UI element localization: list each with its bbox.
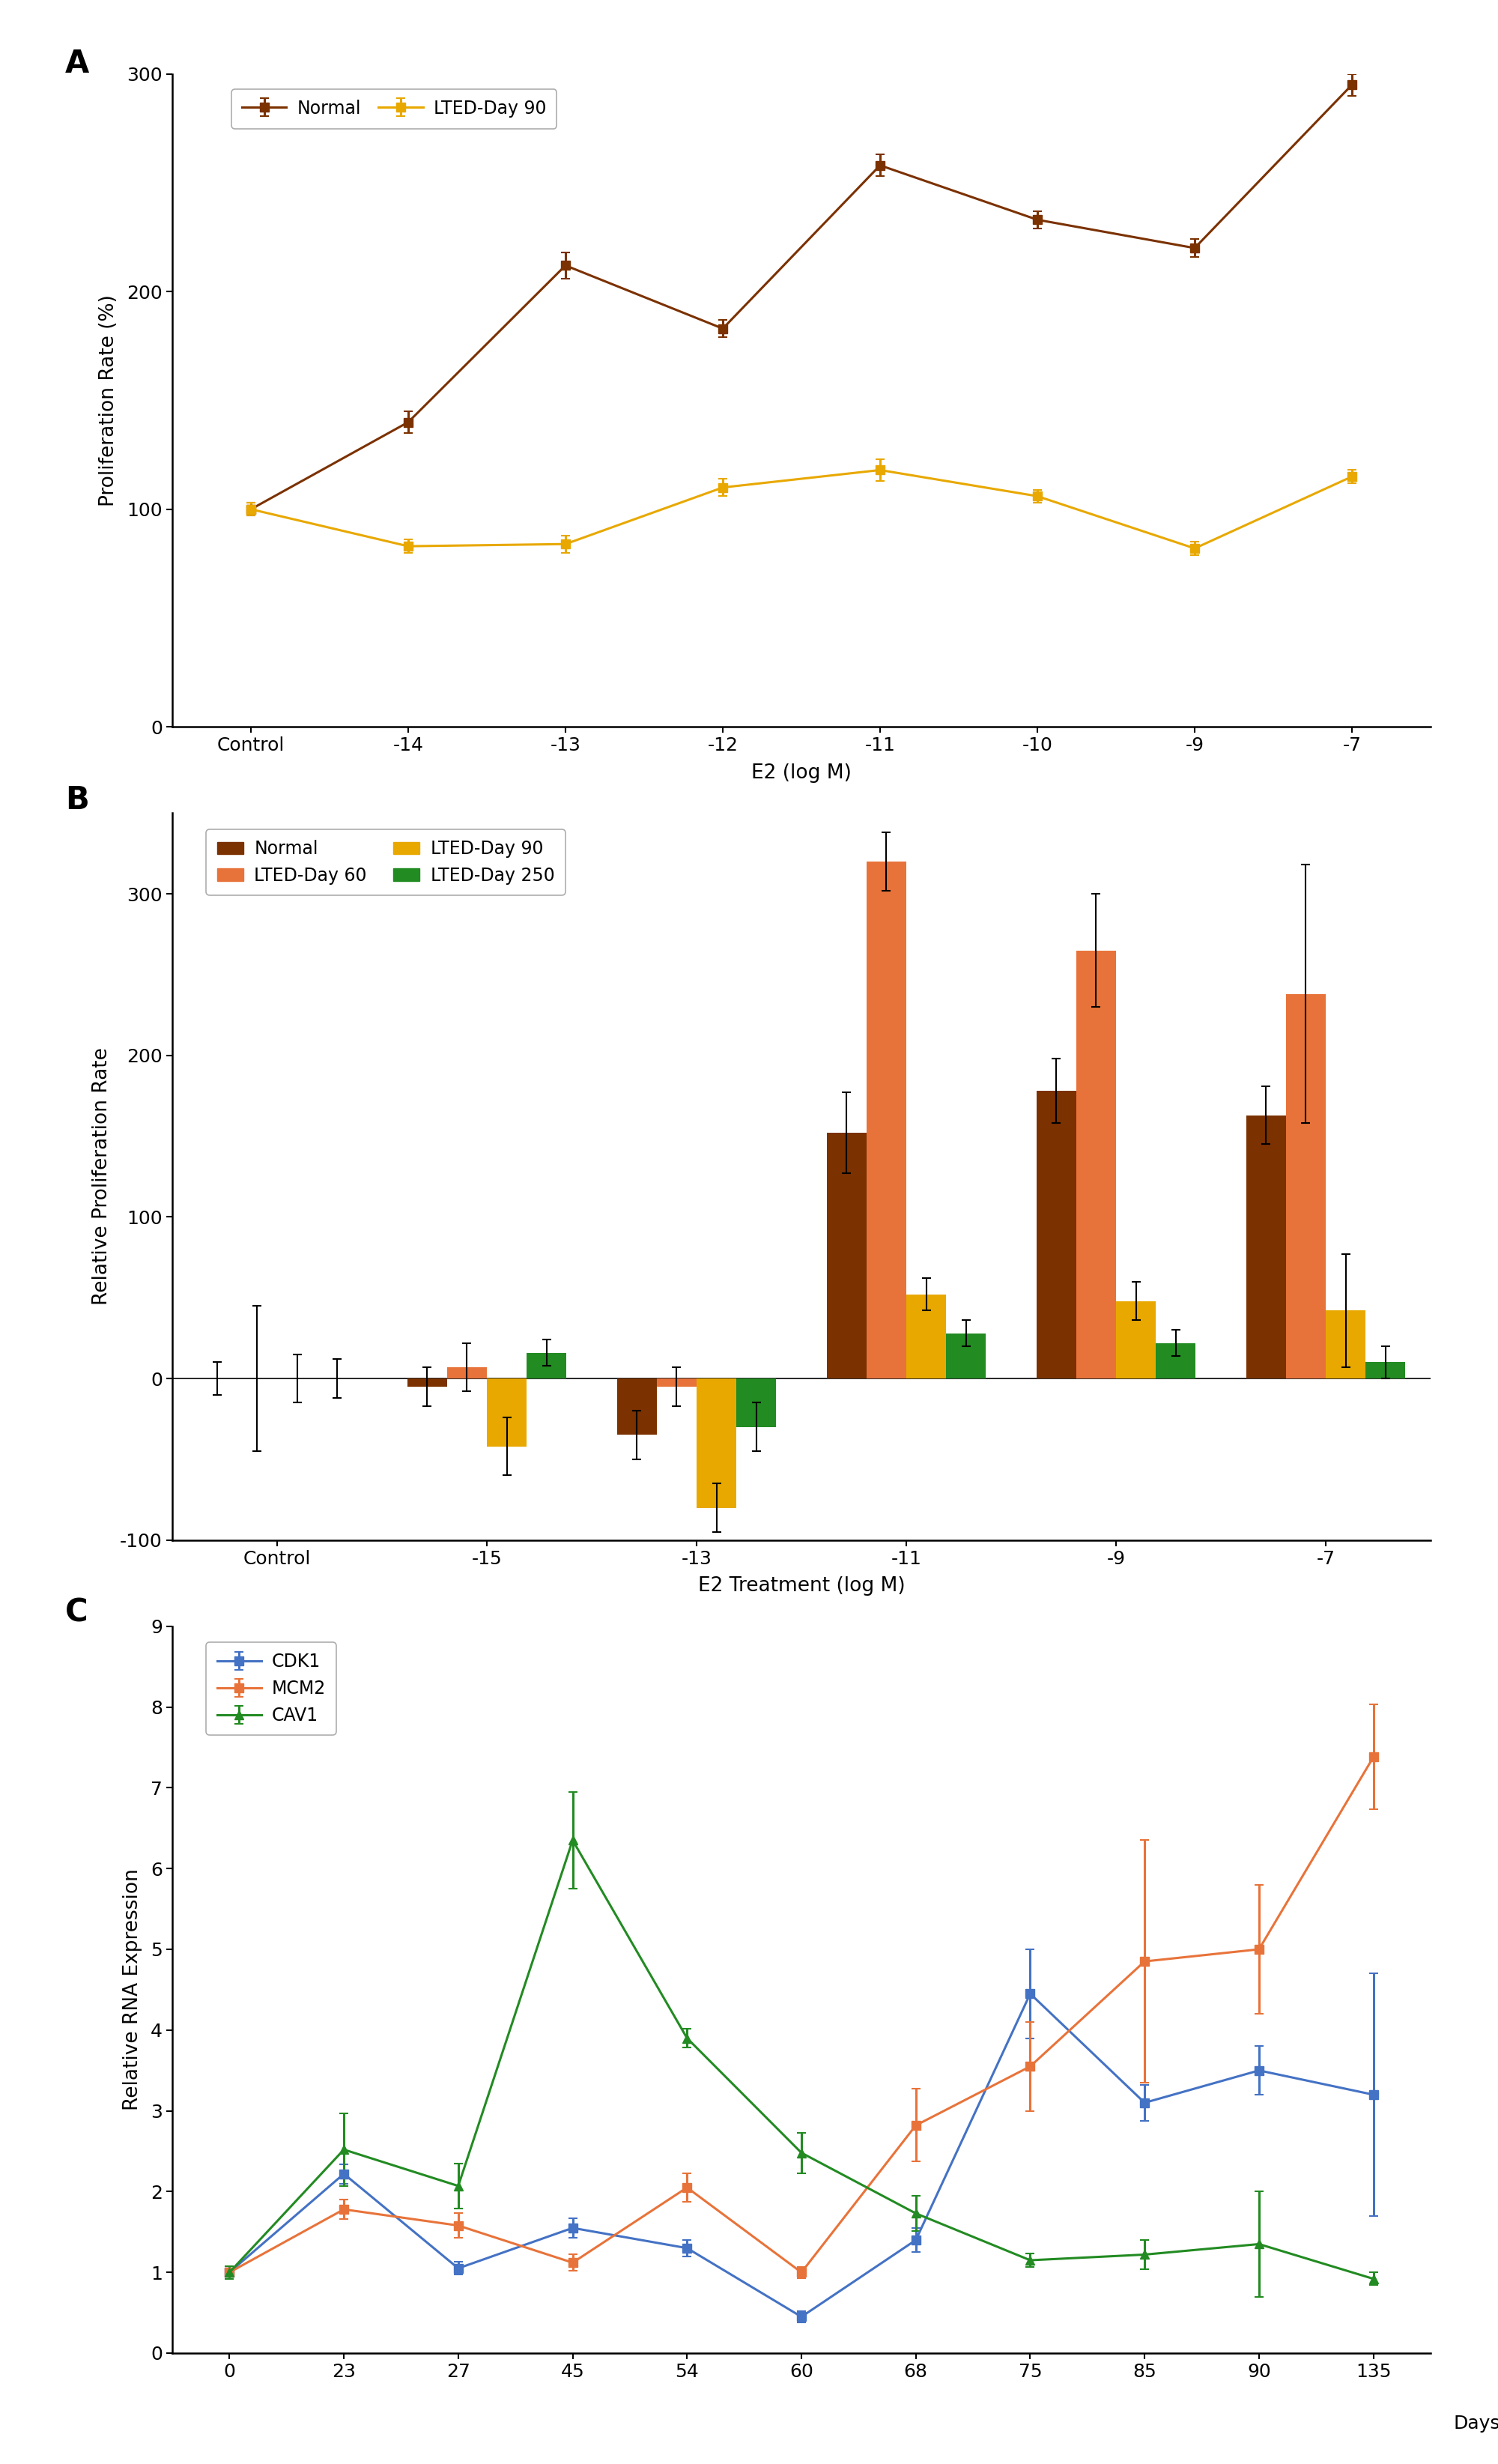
Y-axis label: Proliferation Rate (%): Proliferation Rate (%) [99,293,118,508]
Bar [656,1377,697,1387]
X-axis label: E2 (log M): E2 (log M) [752,764,851,784]
Bar [1116,1301,1156,1377]
Bar [407,1377,446,1387]
Bar [1156,1343,1195,1377]
Bar [697,1377,737,1508]
Bar [1037,1092,1076,1377]
Bar [1366,1363,1405,1377]
Bar [827,1133,866,1377]
Legend: CDK1, MCM2, CAV1: CDK1, MCM2, CAV1 [207,1643,337,1735]
Y-axis label: Relative Proliferation Rate: Relative Proliferation Rate [91,1047,111,1306]
Bar [1246,1116,1285,1377]
Bar [1076,951,1116,1377]
Bar [1326,1311,1366,1377]
Y-axis label: Relative RNA Expression: Relative RNA Expression [123,1868,142,2112]
Legend: Normal, LTED-Day 90: Normal, LTED-Day 90 [232,89,557,128]
Text: Days: Days [1453,2415,1498,2432]
Text: A: A [66,47,90,79]
Bar [527,1353,566,1377]
Text: C: C [66,1597,88,1629]
Bar [1285,993,1326,1377]
Text: B: B [66,784,88,816]
Legend: Normal, LTED-Day 60, LTED-Day 90, LTED-Day 250: Normal, LTED-Day 60, LTED-Day 90, LTED-D… [207,830,565,894]
Bar [866,862,906,1377]
Bar [947,1333,986,1377]
Bar [617,1377,656,1434]
X-axis label: E2 Treatment (log M): E2 Treatment (log M) [698,1577,905,1597]
Bar [906,1294,947,1377]
Bar [446,1368,487,1377]
Bar [487,1377,527,1446]
Bar [737,1377,776,1427]
